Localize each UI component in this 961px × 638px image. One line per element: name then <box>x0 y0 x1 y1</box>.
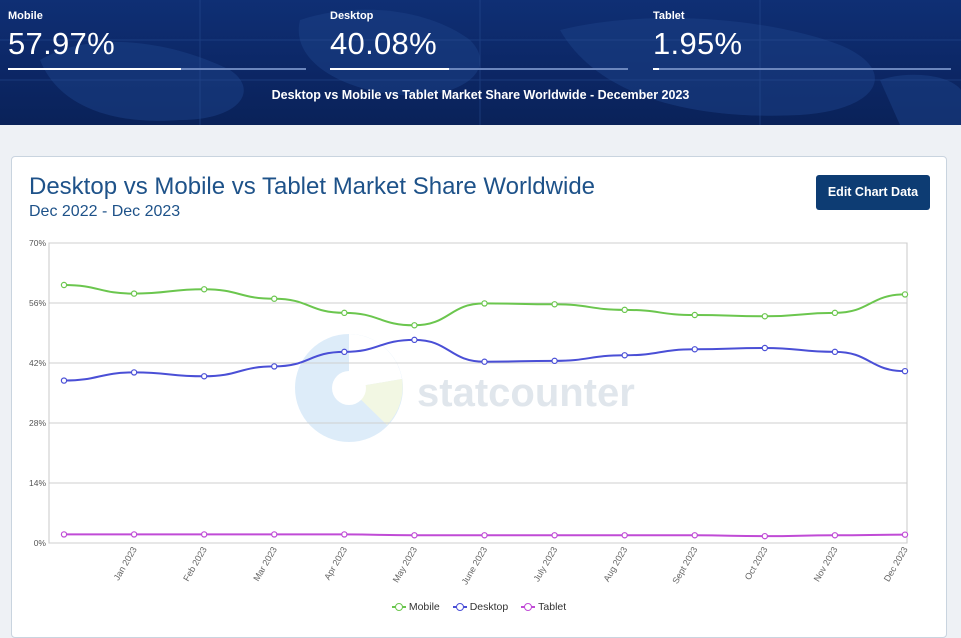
data-point-mobile <box>691 311 698 319</box>
world-map-background <box>0 0 961 125</box>
x-tick-label: Apr 2023 <box>322 545 349 582</box>
x-tick-label: Feb 2023 <box>181 545 209 583</box>
data-point-desktop <box>411 336 418 344</box>
data-point-desktop <box>691 346 698 353</box>
x-tick-label: June 2023 <box>460 545 490 586</box>
stats-banner: Mobile 57.97% Desktop 40.08% Tablet 1.95… <box>0 0 961 125</box>
stat-tablet-label: Tablet <box>653 10 685 22</box>
legend-mobile-label: Mobile <box>408 601 440 613</box>
y-tick-label: 0% <box>34 538 47 548</box>
data-point-mobile <box>621 306 628 314</box>
y-tick-label: 70% <box>29 238 46 248</box>
data-point-mobile <box>271 295 278 302</box>
data-point-tablet <box>341 531 348 538</box>
chart-title: Desktop vs Mobile vs Tablet Market Share… <box>29 173 596 200</box>
data-point-desktop <box>901 367 909 375</box>
data-point-mobile <box>761 313 769 320</box>
x-tick-label: May 2023 <box>391 545 419 584</box>
x-tick-label: Nov 2023 <box>812 545 840 583</box>
data-point-tablet <box>551 532 558 539</box>
stat-desktop-label: Desktop <box>330 10 374 22</box>
y-tick-label: 28% <box>29 418 46 428</box>
data-point-desktop <box>341 348 348 356</box>
x-tick-label: Oct 2023 <box>743 545 770 582</box>
data-point-mobile <box>901 291 909 298</box>
data-point-tablet <box>831 532 839 539</box>
data-point-desktop <box>200 373 208 380</box>
data-point-tablet <box>901 531 909 538</box>
data-point-mobile <box>551 301 558 308</box>
stat-tablet-bar <box>653 68 951 70</box>
data-point-desktop <box>130 369 138 376</box>
data-point-tablet <box>481 532 488 539</box>
data-point-desktop <box>761 344 769 352</box>
data-point-tablet <box>411 532 418 539</box>
x-tick-label: Jan 2023 <box>112 545 139 582</box>
data-point-mobile <box>481 300 488 307</box>
x-tick-label: Sept 2023 <box>670 545 699 586</box>
watermark-text: statcounter <box>417 371 635 415</box>
banner-title: Desktop vs Mobile vs Tablet Market Share… <box>271 88 690 102</box>
y-tick-label: 56% <box>29 298 46 308</box>
data-point-mobile <box>341 309 348 317</box>
stat-mobile: Mobile 57.97% <box>8 10 306 70</box>
data-point-desktop <box>551 357 558 365</box>
data-point-desktop <box>831 348 839 356</box>
data-point-tablet <box>130 531 138 538</box>
legend-item-desktop[interactable]: Desktop <box>452 601 509 613</box>
y-axis-ticks: 0% 14% 28% 42% 56% 70% <box>29 238 46 548</box>
data-point-tablet <box>621 532 628 539</box>
x-tick-label: Aug 2023 <box>601 545 629 583</box>
legend-tablet-swatch <box>521 603 536 611</box>
chart-subtitle: Dec 2022 - Dec 2023 <box>29 203 181 220</box>
legend: Mobile Desktop Tablet <box>12 601 946 614</box>
data-point-tablet <box>200 531 208 538</box>
line-chart: statcounter 0% 14% 28% 42% 56% 70% Jan 2023 Fe… <box>29 238 910 586</box>
grid <box>48 242 908 544</box>
data-point-desktop <box>481 358 488 365</box>
x-tick-label: July 2023 <box>531 545 559 583</box>
stat-mobile-bar <box>8 68 306 70</box>
legend-item-tablet[interactable]: Tablet <box>521 601 566 613</box>
legend-desktop-swatch <box>452 603 467 611</box>
y-tick-label: 42% <box>29 358 46 368</box>
data-point-mobile <box>831 309 839 317</box>
data-point-tablet <box>691 532 698 539</box>
legend-desktop-label: Desktop <box>469 601 509 613</box>
x-tick-label: Mar 2023 <box>251 545 279 583</box>
data-point-desktop <box>621 352 628 359</box>
chart-card: Desktop vs Mobile vs Tablet Market Share… <box>11 156 947 638</box>
stat-desktop: Desktop 40.08% <box>330 10 628 70</box>
stat-desktop-value: 40.08% <box>330 26 437 61</box>
stat-desktop-bar <box>330 68 628 70</box>
stat-mobile-label: Mobile <box>8 10 43 22</box>
legend-mobile-swatch <box>391 603 406 611</box>
stat-mobile-value: 57.97% <box>8 26 115 61</box>
data-point-tablet <box>271 531 278 538</box>
data-point-mobile <box>200 286 208 293</box>
data-point-mobile <box>411 322 418 329</box>
legend-tablet-label: Tablet <box>538 601 567 613</box>
series-lines <box>60 281 909 540</box>
data-point-desktop <box>271 363 278 370</box>
x-axis-ticks: Jan 2023 Feb 2023 Mar 2023 Apr 2023 May 2023… <box>112 545 910 586</box>
stat-tablet-value: 1.95% <box>653 26 743 61</box>
data-point-mobile <box>60 281 68 289</box>
statcounter-watermark: statcounter <box>295 334 635 442</box>
legend-item-mobile[interactable]: Mobile <box>391 601 440 613</box>
data-point-desktop <box>60 377 68 384</box>
data-point-tablet <box>60 531 68 538</box>
stat-tablet: Tablet 1.95% <box>653 10 951 70</box>
data-point-tablet <box>761 532 769 540</box>
y-tick-label: 14% <box>29 478 46 488</box>
data-point-mobile <box>130 290 138 297</box>
edit-chart-data-button[interactable]: Edit Chart Data <box>816 175 930 210</box>
x-tick-label: Dec 2023 <box>882 545 910 583</box>
